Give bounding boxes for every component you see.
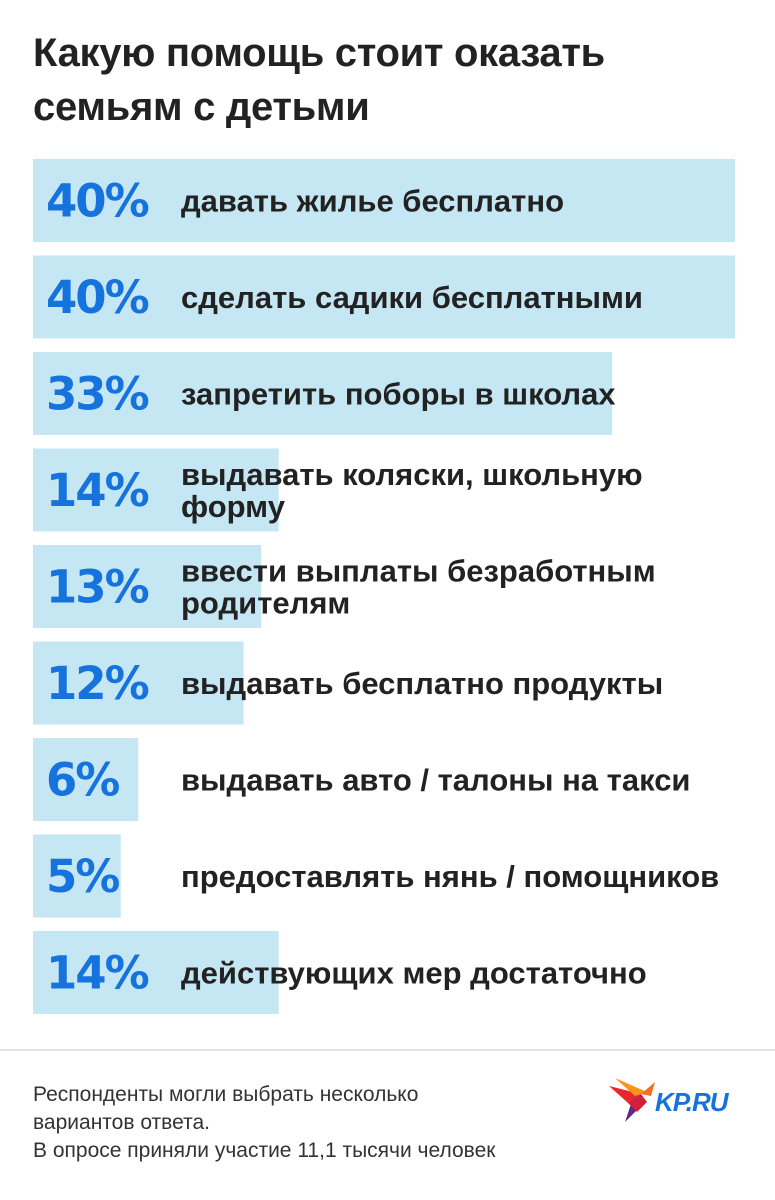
bar-value-label: 14%	[46, 464, 149, 517]
bar-row: 14% действующих мер достаточно	[33, 931, 647, 1014]
bar	[33, 931, 279, 1014]
bar-row: 33% запретить поборы в школах	[33, 352, 616, 435]
bar-row: 5% предоставлять нянь / помощников	[33, 834, 719, 918]
bar-value-label: 14%	[46, 947, 149, 1000]
kp-logo: KP.RU	[607, 1072, 757, 1126]
chart-title: Какую помощь стоит оказать семьям с деть…	[33, 31, 605, 129]
bar-category-label: ввести выплаты безработным	[181, 554, 656, 589]
bar-chart: 40% давать жилье бесплатно 40% сделать сади…	[33, 159, 735, 1014]
bar-category-label: запретить поборы в школах	[181, 377, 616, 412]
footnote-line: В опросе приняли участие 11,1 тысячи чел…	[33, 1139, 496, 1162]
bar-category-label: сделать садики бесплатными	[181, 280, 643, 315]
logo-wing-orange	[615, 1078, 647, 1096]
bar-category-label: форму	[181, 489, 286, 524]
bar-value-label: 33%	[46, 368, 149, 421]
bar-row: 6% выдавать авто / талоны на такси	[33, 738, 691, 821]
bar-value-label: 12%	[46, 657, 149, 710]
bar-value-label: 13%	[46, 561, 149, 614]
bar-category-label: действующих мер достаточно	[181, 956, 647, 991]
bar-row: 40% давать жилье бесплатно	[33, 159, 735, 242]
logo-tail-red	[627, 1094, 647, 1112]
bar	[33, 641, 244, 725]
bar-category-label: давать жилье бесплатно	[181, 184, 564, 219]
footer-divider	[0, 1049, 775, 1051]
bar-category-label: выдавать бесплатно продукты	[181, 666, 663, 701]
footnote-line: Респонденты могли выбрать несколько	[33, 1083, 419, 1106]
footnote: Респонденты могли выбрать несколько вари…	[33, 1081, 593, 1165]
bar-row: 12% выдавать бесплатно продукты	[33, 641, 663, 725]
logo-text: KP.RU	[655, 1087, 730, 1117]
logo-head-orange	[641, 1082, 655, 1096]
bar-category-label: родителям	[181, 586, 350, 621]
bar-value-label: 40%	[46, 175, 149, 228]
bar-value-label: 40%	[46, 271, 149, 324]
bar	[33, 255, 735, 339]
bar-category-label: выдавать авто / талоны на такси	[181, 763, 691, 798]
bar	[33, 834, 121, 918]
bar	[33, 352, 613, 435]
bar-value-label: 5%	[46, 850, 119, 903]
bar	[33, 159, 735, 242]
kp-bird-icon	[609, 1078, 655, 1122]
bar	[33, 738, 139, 821]
bar-value-label: 6%	[46, 754, 119, 807]
bar-category-label: предоставлять нянь / помощников	[181, 859, 719, 894]
bar-category-label: выдавать коляски, школьную	[181, 457, 643, 492]
footnote-line: вариантов ответа.	[33, 1111, 210, 1134]
bar	[33, 545, 262, 628]
bar	[33, 448, 279, 532]
bar-row: 40% сделать садики бесплатными	[33, 255, 735, 339]
